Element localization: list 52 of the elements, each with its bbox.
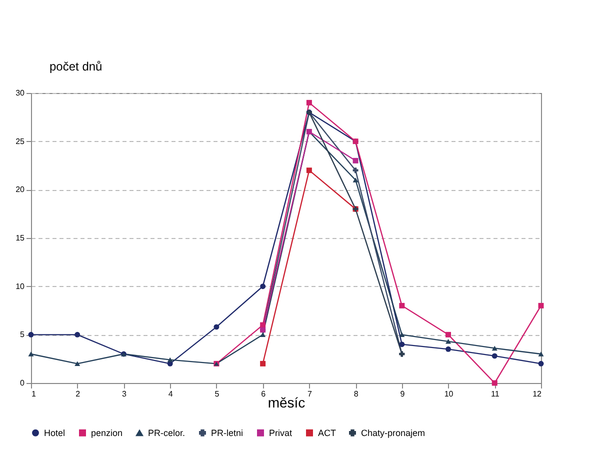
x-tick-label: 2 <box>76 390 81 398</box>
point <box>352 178 358 182</box>
x-tick-label: 3 <box>122 390 127 398</box>
point <box>260 332 266 338</box>
y-tick-label: 30 <box>16 88 26 98</box>
x-tick-label: 8 <box>354 390 359 398</box>
point <box>446 339 452 344</box>
point <box>260 322 266 328</box>
y-tick-label: 15 <box>16 234 26 242</box>
point <box>167 357 173 362</box>
y-tick-label: 0 <box>20 378 26 388</box>
legend-label: Chaty-pronajem <box>361 428 426 438</box>
point <box>260 284 266 290</box>
y-tick-label: 20 <box>16 185 26 194</box>
point <box>306 168 312 174</box>
x-tick-label: 10 <box>444 390 454 398</box>
legend-label: Hotel <box>44 428 66 438</box>
legend-label: ACT <box>318 428 336 438</box>
y-tick-label: 5 <box>20 330 26 340</box>
legend-label: penzion <box>91 428 123 438</box>
x-tick-label: 1 <box>32 390 36 398</box>
point <box>492 380 498 386</box>
point <box>446 346 452 352</box>
x-tick-label: 11 <box>490 390 500 398</box>
point <box>399 342 405 348</box>
y-tick-label: 25 <box>16 136 26 146</box>
point <box>492 353 498 359</box>
point <box>306 100 312 106</box>
point <box>399 302 405 308</box>
x-tick-label: 6 <box>261 390 266 398</box>
point <box>260 360 266 366</box>
legend-label: Privat <box>269 428 293 438</box>
point <box>352 168 358 174</box>
point <box>538 360 544 366</box>
x-tick-label: 9 <box>400 390 406 398</box>
point <box>538 352 544 356</box>
y-axis-title: počet dnů <box>50 60 102 74</box>
point <box>352 158 358 164</box>
x-tick-label: 12 <box>532 390 542 398</box>
x-tick-label: 7 <box>307 390 312 398</box>
x-tick-label: 5 <box>214 390 220 398</box>
point <box>28 352 34 356</box>
legend-label: PR-letni <box>211 428 244 438</box>
point <box>74 332 80 338</box>
x-tick-label: 4 <box>168 390 174 398</box>
point <box>214 324 220 330</box>
point <box>28 332 34 338</box>
y-tick-label: 10 <box>16 282 26 291</box>
point <box>446 332 452 338</box>
legend-label: PR-celor. <box>148 428 186 438</box>
point <box>538 302 544 308</box>
x-axis-title: měsíc <box>268 394 306 410</box>
